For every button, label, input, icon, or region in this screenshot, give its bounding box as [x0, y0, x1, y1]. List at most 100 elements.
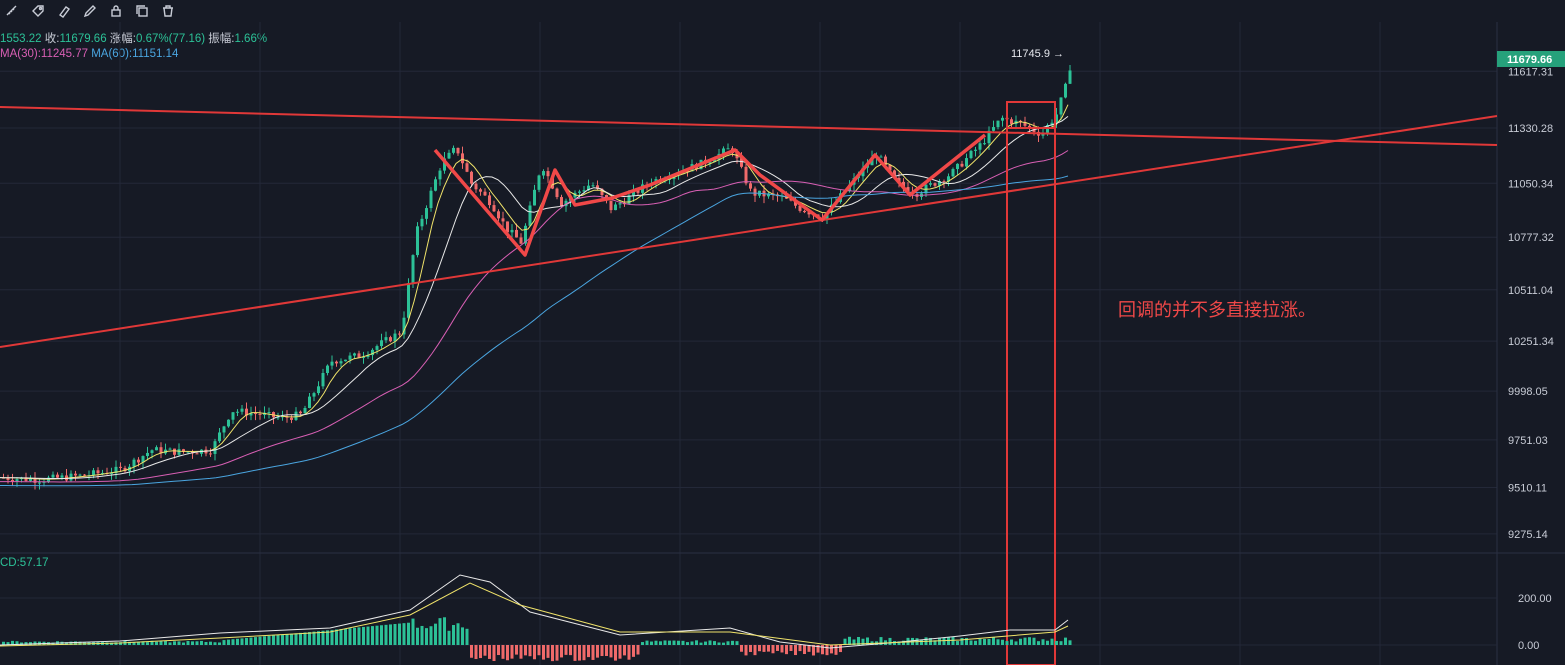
candle-body — [416, 226, 419, 256]
candle-body — [146, 452, 149, 457]
macd-bar — [947, 637, 950, 645]
candle-body — [186, 451, 190, 453]
macd-bar — [654, 640, 658, 645]
macd-bar — [398, 623, 401, 645]
macd-bar — [353, 627, 356, 645]
macd-dea-line — [0, 582, 1069, 647]
candle-body — [942, 181, 946, 183]
candle-body — [960, 163, 964, 167]
macd-bar — [758, 645, 761, 652]
macd-bar — [1064, 637, 1067, 645]
macd-bar — [6, 642, 10, 645]
candle-body — [330, 361, 334, 366]
macd-bar — [11, 640, 14, 645]
macd-bar — [1041, 639, 1045, 645]
candle-body — [245, 408, 248, 416]
candle-body — [47, 477, 50, 482]
macd-bar — [857, 637, 860, 645]
candle-body — [317, 386, 320, 394]
macd-bar — [227, 639, 230, 645]
candle-body — [740, 158, 743, 167]
candle-body — [983, 143, 986, 145]
candle-body — [231, 412, 235, 420]
candle-body — [168, 448, 172, 450]
candle-body — [141, 456, 145, 463]
eraser-icon[interactable] — [52, 1, 76, 21]
candle-body — [389, 337, 392, 342]
price-tick-label: 11050.34 — [1508, 178, 1553, 190]
candle-body — [407, 283, 410, 318]
candle-body — [380, 340, 383, 347]
macd-bar — [825, 645, 829, 656]
candle-body — [195, 453, 199, 455]
macd-bar — [213, 642, 217, 645]
price-tick-label: 9998.05 — [1508, 386, 1548, 398]
macd-bar — [767, 645, 770, 652]
candle-body — [348, 355, 352, 360]
high-value: 11745.9 — [1011, 48, 1050, 60]
macd-bar — [222, 640, 226, 645]
macd-bar — [686, 642, 689, 645]
macd-dif-line — [0, 574, 1069, 649]
macd-bar — [821, 645, 824, 655]
macd-bar — [204, 641, 208, 645]
macd-bar — [771, 645, 775, 654]
macd-bar — [866, 637, 869, 645]
candle-body — [443, 158, 446, 171]
candle-body — [537, 175, 541, 190]
macd-bar — [411, 618, 415, 645]
macd-bar — [119, 642, 122, 645]
lock-icon[interactable] — [104, 1, 128, 21]
macd-bar — [780, 645, 784, 653]
macd-bar — [519, 645, 523, 659]
candle-body — [456, 147, 460, 154]
macd-bar — [708, 640, 712, 645]
candle-body — [807, 212, 811, 215]
macd-tick-label: 0.00 — [1518, 640, 1539, 652]
copy-icon[interactable] — [130, 1, 154, 21]
macd-bar — [371, 626, 374, 645]
candle-body — [15, 479, 19, 482]
candle-body — [92, 470, 95, 476]
macd-bar — [1014, 641, 1018, 645]
close-value: 11679.66 — [59, 33, 107, 45]
macd-bar — [897, 641, 901, 645]
candle-body — [708, 162, 712, 164]
macd-bar — [798, 645, 802, 652]
macd-bar — [578, 645, 581, 661]
macd-bar — [186, 640, 190, 645]
macd-bar — [803, 645, 806, 655]
ohlc-info: 1553.22 收:11679.66 涨幅:0.67%(77.16) 振幅:1.… — [0, 30, 267, 46]
macd-bar — [587, 645, 590, 658]
candle-body — [335, 361, 338, 364]
macd-bar — [996, 639, 1000, 645]
candle-body — [933, 183, 937, 186]
delete-icon[interactable] — [156, 1, 180, 21]
macd-bar — [938, 637, 941, 645]
macd-bar — [312, 631, 316, 645]
candle-body — [969, 150, 973, 159]
macd-bar — [425, 628, 428, 645]
candle-body — [803, 210, 806, 213]
macd-bar — [483, 645, 487, 656]
candle-body — [123, 467, 127, 472]
candle-body — [578, 191, 581, 193]
candle-body — [51, 474, 55, 478]
candle-body — [290, 417, 293, 420]
pencil-icon[interactable] — [78, 1, 102, 21]
macd-bar — [402, 623, 406, 645]
candle-body — [110, 473, 113, 475]
tag-icon[interactable] — [26, 1, 50, 21]
macd-bar — [465, 628, 469, 645]
high-marker-label: 11745.9 → — [1011, 48, 1065, 60]
candle-body — [218, 432, 221, 442]
macd-bar — [281, 634, 284, 645]
macd-bar — [753, 645, 757, 656]
ruler-icon[interactable] — [0, 1, 24, 21]
macd-bar — [146, 642, 149, 645]
candle-body — [60, 475, 64, 478]
macd-bar — [452, 625, 455, 645]
macd-bar — [699, 642, 703, 645]
macd-bar — [749, 645, 752, 652]
macd-bar — [978, 638, 982, 645]
